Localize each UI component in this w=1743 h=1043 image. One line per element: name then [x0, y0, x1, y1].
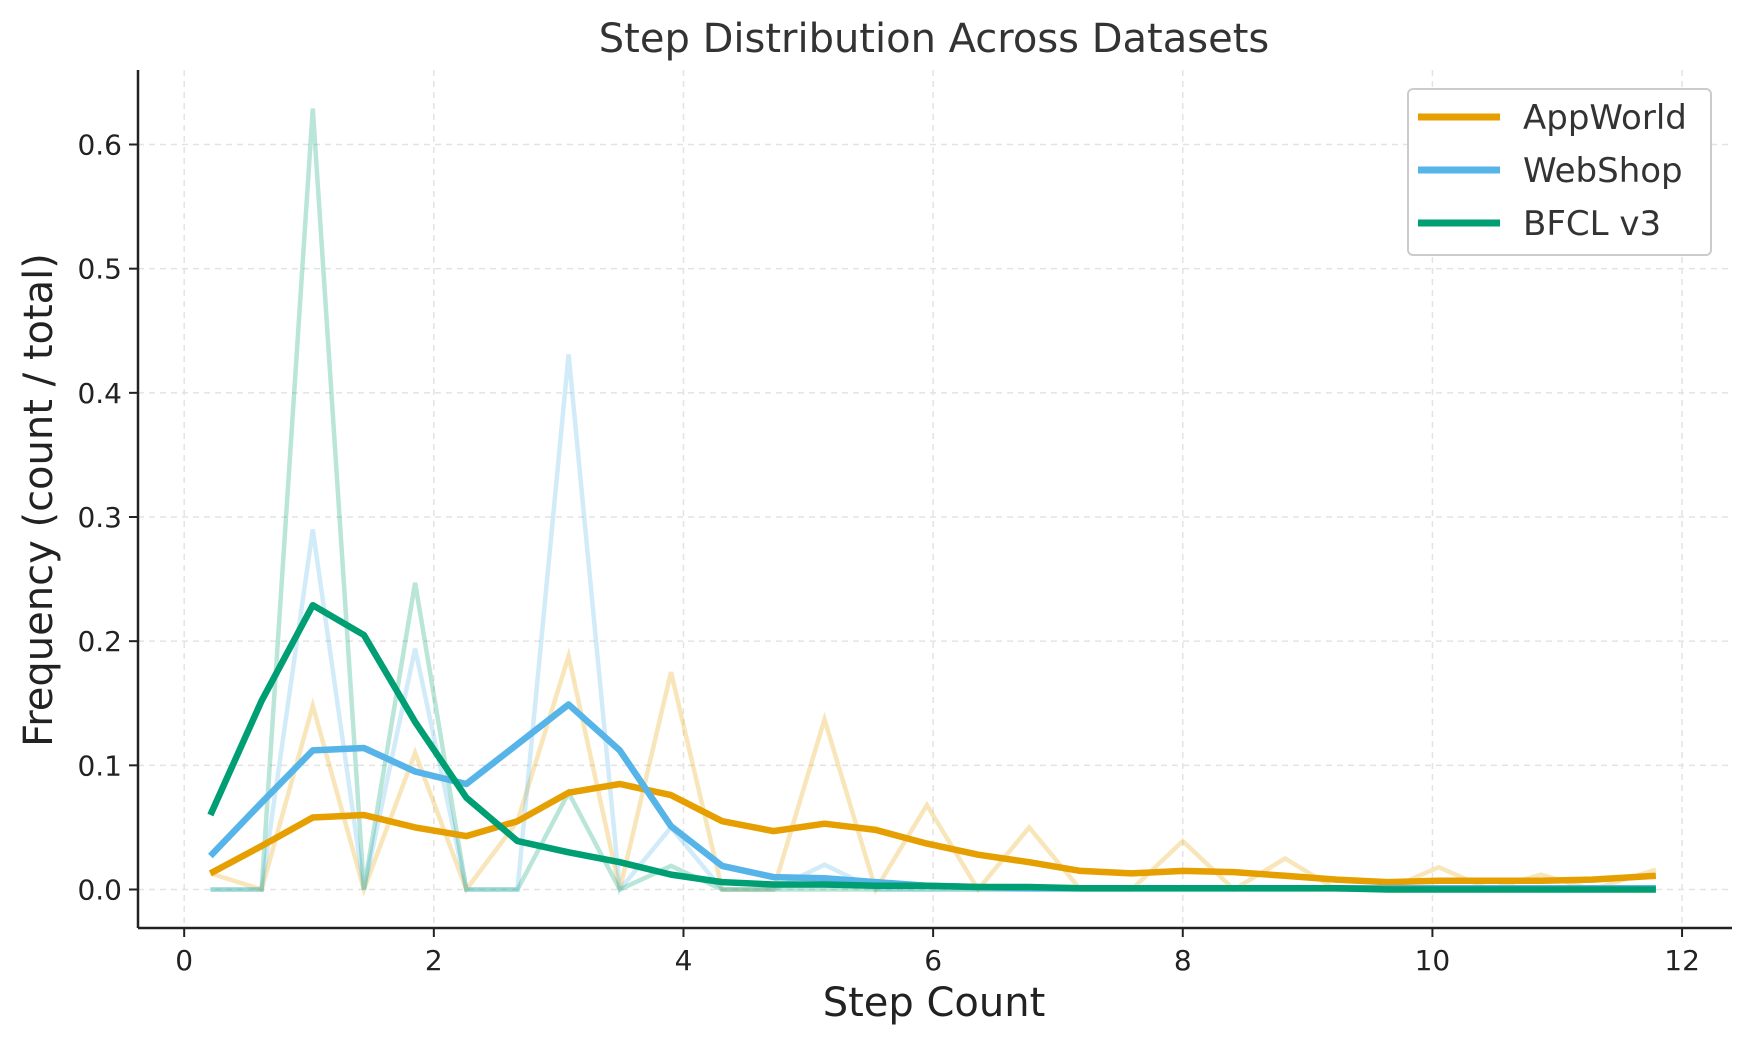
appworld-smoothed-line: [208, 780, 1657, 886]
x-axis-title: Step Count: [823, 980, 1046, 1026]
x-tick-label: 12: [1664, 944, 1700, 977]
y-tick-label: 0.6: [77, 129, 122, 162]
x-tick-label: 4: [675, 944, 693, 977]
y-tick-label: 0.4: [77, 377, 122, 410]
bfcl-v3-smoothed-line: [207, 601, 1656, 893]
legend-label-bfcl-v3: BFCL v3: [1523, 204, 1661, 244]
smoothed-series-layer: [207, 601, 1657, 893]
legend-label-webshop: WebShop: [1523, 151, 1683, 191]
axes: [129, 70, 1732, 937]
x-tick-label: 8: [1174, 944, 1192, 977]
y-tick-label: 0.1: [77, 749, 122, 782]
legend-frame: [1407, 88, 1712, 256]
y-tick-label: 0.0: [77, 874, 122, 907]
chart-title: Step Distribution Across Datasets: [599, 16, 1269, 62]
x-tick-label: 6: [924, 944, 942, 977]
y-tick-label: 0.2: [77, 625, 122, 658]
x-tick-label: 10: [1415, 944, 1451, 977]
x-tick-label: 0: [175, 944, 193, 977]
y-axis-title: Frequency (count / total): [16, 253, 62, 747]
legend-label-appworld: AppWorld: [1523, 98, 1687, 138]
x-tick-label: 2: [425, 944, 443, 977]
tick-labels: 0 2 4 6 8 10 12 0.0 0.1 0.2 0.3 0.4 0.5 0.6: [77, 129, 1699, 977]
y-tick-label: 0.3: [77, 501, 122, 534]
y-tick-label: 0.5: [77, 253, 122, 286]
legend: AppWorld WebShop BFCL v3: [1407, 88, 1712, 256]
